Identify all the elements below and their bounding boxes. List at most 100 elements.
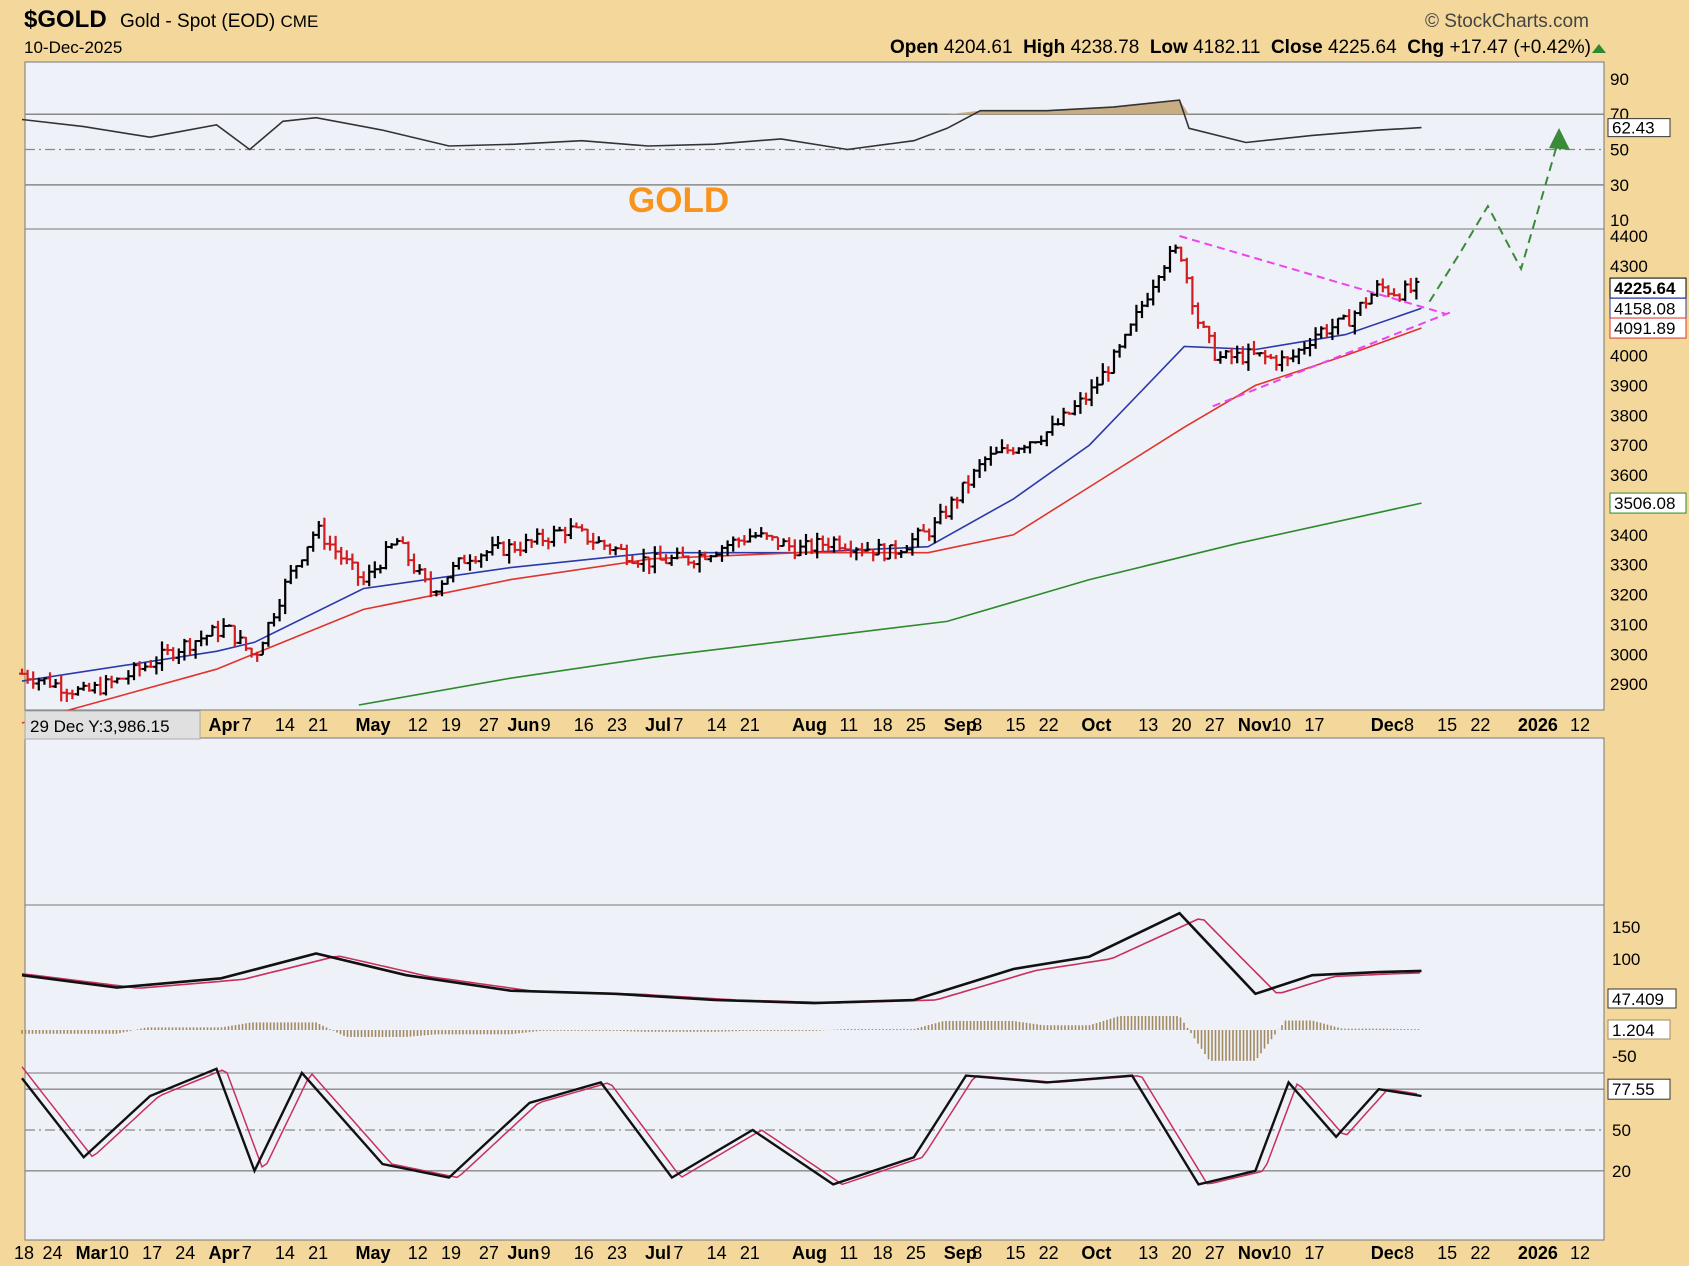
rsi-overbought-fill [22, 100, 1422, 115]
price-x-label: 17 [1304, 715, 1324, 735]
price-value-text: 4158.08 [1614, 299, 1675, 318]
price-x-label: 14 [707, 715, 727, 735]
bottom-x-label: 15 [1437, 1243, 1457, 1263]
price-tick-label: 4000 [1610, 347, 1648, 366]
price-x-label: 8 [972, 715, 982, 735]
bottom-x-label: 9 [541, 1243, 551, 1263]
macd-hist-value-text: 1.204 [1612, 1021, 1655, 1040]
low-value: 4182.11 [1193, 37, 1261, 58]
price-tick-label: 3200 [1610, 586, 1648, 605]
panel-rsi [24, 61, 1605, 230]
bottom-x-label: 25 [906, 1243, 926, 1263]
bottom-x-label: Sep [944, 1243, 977, 1263]
price-x-label: 22 [1470, 715, 1490, 735]
bottom-x-label: 2026 [1518, 1243, 1558, 1263]
bottom-x-label: 15 [1005, 1243, 1025, 1263]
bottom-x-label: Aug [792, 1243, 827, 1263]
price-x-label: 10 [1271, 715, 1291, 735]
bottom-x-label: 27 [1205, 1243, 1225, 1263]
macd-hist-value-tag [1607, 1019, 1671, 1040]
rsi-tick-label: 90 [1610, 70, 1629, 89]
up-arrow-icon [1592, 44, 1606, 53]
price-x-label: Nov [1238, 715, 1272, 735]
macd-value-tag [1607, 988, 1677, 1009]
open-label: Open [889, 37, 939, 58]
price-tick-label: 3100 [1610, 615, 1648, 634]
rsi-tick-label: 30 [1610, 176, 1629, 195]
macd-tick-label: -50 [1612, 1047, 1637, 1066]
bottom-x-label: May [356, 1243, 391, 1263]
ma-long-line [358, 502, 1422, 706]
price-x-label: 7 [242, 715, 252, 735]
price-value-tag [1609, 492, 1687, 514]
chart-date: 10-Dec-2025 [24, 38, 123, 57]
chg-label: Chg [1407, 37, 1445, 58]
macd-line [21, 911, 1422, 1005]
stoch-value-text: 77.55 [1612, 1080, 1655, 1099]
bottom-x-label: 10 [109, 1243, 129, 1263]
price-x-label: May [356, 715, 391, 735]
bottom-x-label: 7 [242, 1243, 252, 1263]
macd-value-text: 47.409 [1612, 990, 1664, 1009]
price-x-label: Sep [944, 715, 977, 735]
high-value: 4238.78 [1070, 37, 1140, 58]
bottom-x-label: 17 [142, 1243, 162, 1263]
price-tick-label: 4400 [1610, 227, 1648, 246]
bottom-x-label: 8 [1404, 1243, 1414, 1263]
bottom-x-label: 13 [1138, 1243, 1158, 1263]
bottom-x-label: 24 [42, 1243, 62, 1263]
price-x-label: Dec [1371, 715, 1404, 735]
chart-symbol: $GOLD [24, 6, 107, 34]
crosshair-readout-text: 29 Dec Y:3,986.15 [30, 717, 170, 736]
price-x-label: 12 [408, 715, 428, 735]
price-x-label: 11 [839, 715, 858, 735]
quote-line: Open 4204.61 High 4238.78 Low 4182.11 Cl… [890, 37, 1591, 59]
price-x-label: 12 [1570, 715, 1590, 735]
rsi-tick-label: 50 [1610, 141, 1629, 160]
price-tick-label: 2900 [1610, 675, 1648, 694]
bottom-x-label: Jul [645, 1243, 671, 1263]
price-bars [19, 244, 1420, 703]
price-value-text: 3506.08 [1614, 494, 1675, 513]
price-tick-label: 3900 [1610, 376, 1648, 395]
price-value-text: 4091.89 [1614, 319, 1675, 338]
price-x-label: Jul [645, 715, 671, 735]
bottom-x-label: Apr [209, 1243, 240, 1263]
price-x-label: Aug [792, 715, 827, 735]
price-x-label: 16 [574, 715, 594, 735]
low-label: Low [1149, 37, 1188, 58]
bottom-x-label: 18 [873, 1243, 893, 1263]
chart-name: Gold - Spot (EOD) CME [120, 11, 318, 33]
price-tick-label: 3300 [1610, 556, 1648, 575]
bottom-x-label: 23 [607, 1243, 627, 1263]
bottom-x-label: 21 [308, 1243, 328, 1263]
price-tick-label: 4300 [1610, 257, 1648, 276]
close-label: Close [1270, 37, 1323, 58]
price-x-label: 20 [1172, 715, 1192, 735]
macd-histogram [21, 1016, 1420, 1061]
price-x-label: 27 [1205, 715, 1225, 735]
price-value-text: 4225.64 [1614, 279, 1676, 298]
rsi-line [21, 99, 1422, 151]
price-x-label: Jun [507, 715, 539, 735]
bottom-x-label: Dec [1371, 1243, 1404, 1263]
bottom-x-label: 10 [1271, 1243, 1291, 1263]
close-value: 4225.64 [1327, 37, 1397, 58]
price-x-label: 25 [906, 715, 926, 735]
price-tick-label: 3600 [1610, 466, 1648, 485]
stoch-signal-line [21, 1066, 1418, 1186]
price-x-label: 7 [673, 715, 683, 735]
price-x-label: 2026 [1518, 715, 1558, 735]
projection-path [1428, 137, 1560, 303]
price-x-label: 21 [740, 715, 760, 735]
name-text: Gold - Spot (EOD) [120, 11, 276, 32]
rsi-value-text: 62.43 [1612, 119, 1655, 138]
price-x-label: 13 [1138, 715, 1158, 735]
bottom-x-label: 20 [1172, 1243, 1192, 1263]
bottom-x-label: 16 [574, 1243, 594, 1263]
price-x-label: 22 [1039, 715, 1059, 735]
price-x-label: 21 [308, 715, 328, 735]
exchange-text: CME [280, 12, 319, 31]
bottom-x-label: 18 [14, 1243, 34, 1263]
